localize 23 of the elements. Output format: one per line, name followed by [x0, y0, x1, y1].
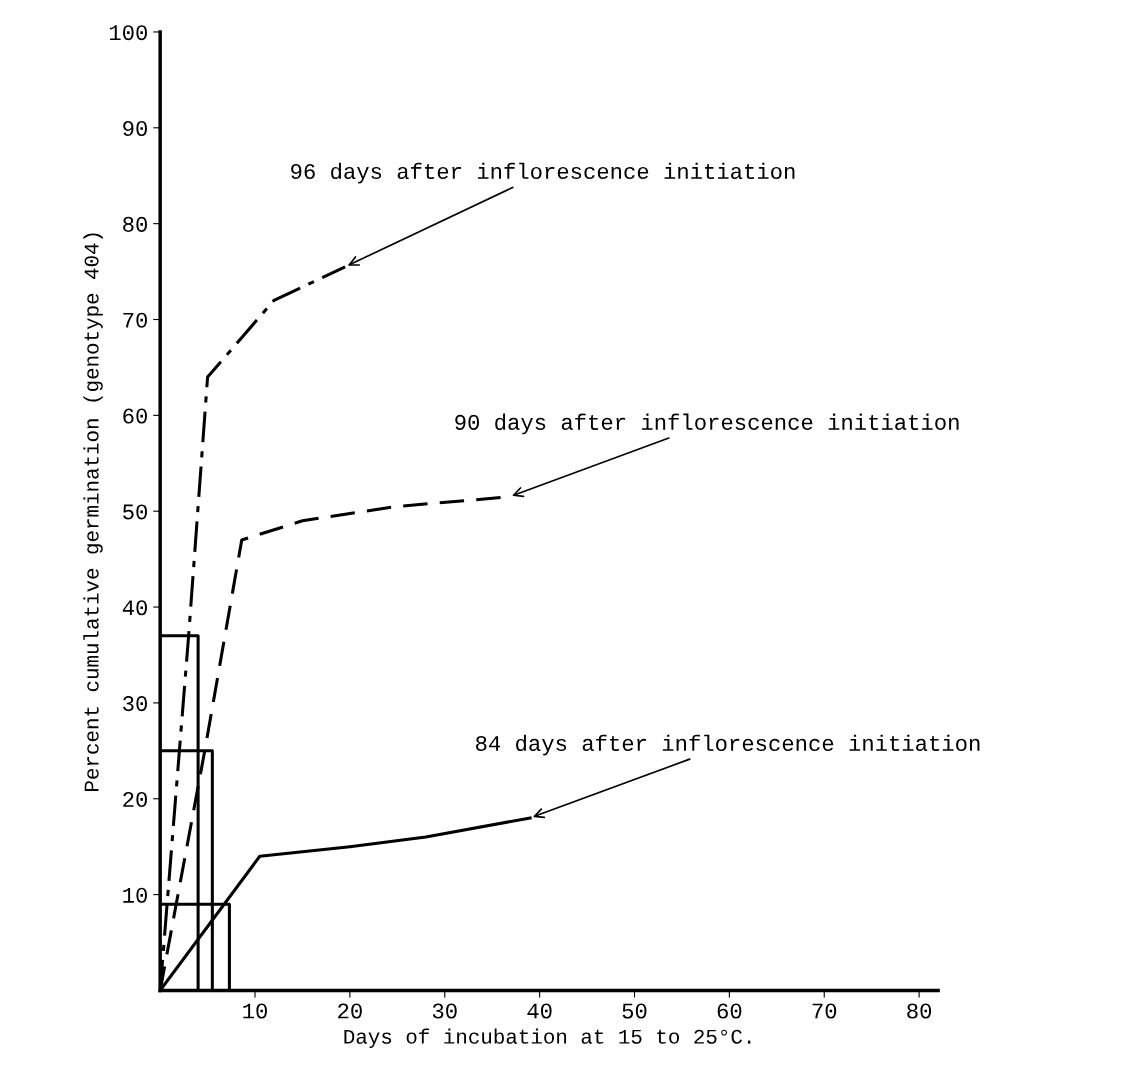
y-tick-label: 10: [123, 887, 147, 903]
x-tick-label: 20: [338, 1003, 362, 1019]
y-tick-label: 70: [123, 312, 147, 328]
x-tick-label: 10: [243, 1003, 267, 1019]
y-tick-label: 30: [123, 696, 147, 712]
y-tick-label: 90: [123, 120, 147, 137]
x-tick-label: 40: [527, 1003, 552, 1019]
x-tick-label: 50: [622, 1003, 647, 1019]
x-tick-label: 30: [432, 1003, 457, 1019]
annotation: 96 days after inflorescence initiation: [291, 162, 795, 184]
x-tick-label: 60: [717, 1003, 742, 1019]
y-tick-label: 100: [109, 25, 147, 41]
y-axis-title: Percent cumulative germination (genotype 404): [83, 233, 103, 791]
x-axis-title: Days of incubation at 15 to 25°C.: [344, 1028, 751, 1048]
annotation: 84 days after inflorescence initiation: [476, 734, 980, 756]
x-tick-label: 80: [907, 1003, 932, 1019]
annotation: 90 days after inflorescence initiation: [455, 413, 959, 435]
y-tick-label: 60: [123, 408, 147, 424]
y-tick-label: 40: [122, 600, 147, 616]
x-tick-label: 70: [812, 1003, 837, 1019]
y-tick-label: 80: [123, 216, 147, 232]
y-tick-label: 50: [123, 504, 147, 520]
y-tick-label: 20: [123, 791, 147, 808]
